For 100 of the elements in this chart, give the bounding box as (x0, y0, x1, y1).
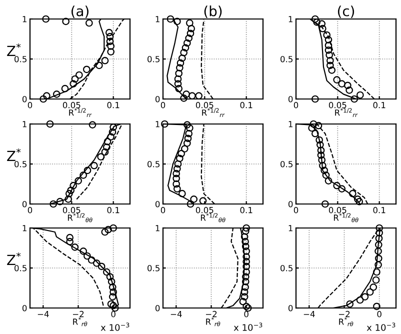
point (240, 288, 248, 296)
y-tick-label: 0.5 (280, 160, 292, 168)
point (101, 228, 109, 236)
point (186, 30, 194, 38)
point (326, 51, 334, 59)
x-axis-title: R$^{*}$$_{rθ}$ (206, 317, 220, 326)
point (346, 300, 354, 308)
x-tick-label: 0 (28, 206, 32, 214)
point (242, 242, 250, 250)
point (324, 177, 332, 184)
y-tick-label: 1 (156, 16, 160, 22)
point (107, 48, 115, 56)
point (317, 146, 325, 154)
point (376, 229, 384, 236)
point (82, 66, 90, 74)
point (80, 172, 88, 179)
x-tick-label: 0 (28, 102, 32, 108)
point (242, 238, 249, 246)
point (374, 261, 382, 268)
point (242, 284, 249, 291)
x-tick-label: 0.05 (62, 102, 80, 108)
point (178, 54, 186, 62)
y-axis-title: Z$^{*}$ (7, 252, 21, 266)
point (182, 44, 190, 52)
point (183, 140, 191, 147)
point (90, 162, 98, 170)
point (195, 92, 203, 100)
point (42, 15, 50, 23)
point (188, 24, 196, 32)
x-tick-label: −2 (206, 310, 217, 318)
point (322, 172, 330, 179)
point (104, 138, 112, 146)
chart-title: (a) (72, 6, 88, 18)
point (173, 185, 181, 192)
x-tick-label: 0 (160, 102, 166, 108)
point (108, 284, 116, 291)
point (110, 224, 118, 232)
point (316, 136, 324, 144)
point (175, 70, 183, 78)
text: x 10$^{−3}$ (366, 322, 396, 331)
point (40, 95, 48, 103)
point (333, 76, 341, 84)
point (324, 42, 332, 50)
point (180, 48, 188, 56)
point (180, 94, 188, 102)
point (56, 198, 64, 206)
point (92, 260, 100, 267)
x-tick-label: 0.05 (196, 102, 214, 108)
point (52, 90, 60, 98)
x-tick-label: 0.05 (196, 206, 214, 214)
point (242, 273, 250, 280)
y-tick-label: 0 (288, 200, 293, 208)
point (239, 298, 247, 306)
x-axis-title: R$^{*1/2}$$_{rr}$ (69, 108, 92, 118)
y-tick-label: 0.5 (148, 56, 160, 62)
point (97, 153, 105, 160)
point (328, 66, 336, 74)
point (314, 122, 322, 130)
point (242, 224, 250, 232)
point (242, 248, 250, 255)
point (373, 302, 380, 310)
point (88, 256, 96, 264)
y-tick-label: 0 (288, 304, 293, 312)
y-tick-label: 0.5 (14, 264, 26, 272)
x-tick-label: 0.05 (328, 102, 346, 108)
y-tick-label: 1 (288, 121, 292, 128)
x-tick-label: −4 (38, 311, 49, 318)
point (366, 288, 374, 296)
point (313, 18, 321, 26)
point (320, 166, 328, 174)
point (42, 92, 50, 100)
point (316, 141, 324, 148)
point (199, 197, 207, 204)
y-axis-title: Z$^{*}$ (7, 148, 21, 162)
y-tick-label: 1 (22, 225, 26, 232)
point (333, 182, 341, 190)
point (106, 32, 114, 40)
point (372, 276, 380, 284)
point (318, 24, 326, 32)
y-tick-label: 0 (22, 304, 27, 312)
point (326, 56, 334, 64)
point (88, 121, 96, 128)
point (101, 56, 109, 64)
chart-title: (c) (338, 6, 354, 18)
point (324, 46, 332, 54)
point (175, 84, 183, 92)
point (310, 120, 318, 128)
point (311, 95, 319, 103)
y-tick-label: 1 (22, 16, 26, 22)
point (80, 248, 88, 255)
point (101, 148, 109, 156)
x-axis-title: R$^{*}$$_{rθ}$ (73, 317, 88, 326)
point (186, 124, 194, 132)
point (338, 185, 346, 192)
point (107, 42, 115, 50)
y-tick-label: 0 (155, 304, 160, 312)
point (240, 293, 248, 300)
point (242, 228, 250, 235)
x-axis-title: R$^{*1/2}$$_{θθ}$ (334, 213, 358, 222)
point (95, 62, 103, 70)
